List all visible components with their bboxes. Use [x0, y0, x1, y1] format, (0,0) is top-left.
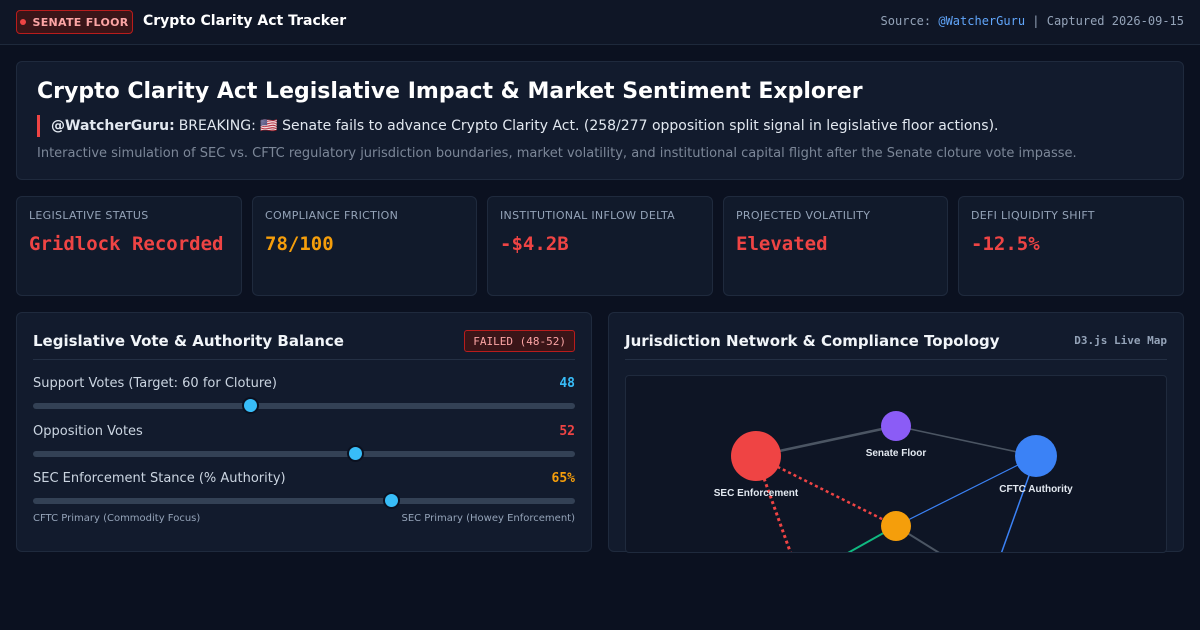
network-panel: Jurisdiction Network & Compliance Topolo…	[608, 312, 1184, 553]
scale-left-label: CFTC Primary (Commodity Focus)	[33, 513, 201, 524]
node-senate-floor[interactable]	[881, 411, 911, 441]
divider	[625, 359, 1167, 360]
tweet-quote: @WatcherGuru: BREAKING: 🇺🇸 Senate fails …	[37, 115, 999, 137]
slider-label: SEC Enforcement Stance (% Authority)	[33, 471, 286, 486]
vote-status-badge: FAILED (48-52)	[464, 330, 575, 352]
kpi-value: Elevated	[736, 233, 828, 255]
edge-sec-hub	[755, 454, 897, 528]
kpi-label: LEGISLATIVE STATUS	[29, 209, 149, 222]
node-hub[interactable]	[881, 511, 911, 541]
node-cftc-authority[interactable]	[1015, 435, 1057, 477]
kpi-value: -$4.2B	[500, 233, 569, 255]
live-dot-icon	[20, 19, 27, 25]
sec-stance-slider-row: SEC Enforcement Stance (% Authority) 65%	[33, 471, 575, 511]
edge-sec-down	[754, 455, 792, 552]
divider	[33, 359, 575, 360]
node-label: CFTC Authority	[999, 484, 1073, 495]
network-graph[interactable]: SEC Enforcement Senate Floor CFTC Author…	[626, 376, 1167, 553]
scale-right-label: SEC Primary (Howey Enforcement)	[401, 513, 575, 524]
kpi-value: 78/100	[265, 233, 334, 255]
senate-floor-badge: SENATE FLOOR	[16, 10, 133, 34]
kpi-value: -12.5%	[971, 233, 1040, 255]
senate-floor-label: SENATE FLOOR	[32, 15, 129, 29]
node-sec-enforcement[interactable]	[731, 431, 781, 481]
kpi-defi-liquidity: DEFI LIQUIDITY SHIFT -12.5%	[958, 196, 1184, 296]
kpi-label: PROJECTED VOLATILITY	[736, 209, 871, 222]
node-label: Senate Floor	[866, 448, 927, 459]
source-prefix: Source:	[880, 14, 939, 28]
network-panel-title: Jurisdiction Network & Compliance Topolo…	[625, 332, 1000, 350]
vote-panel: Legislative Vote & Authority Balance FAI…	[16, 312, 592, 552]
edge-senate-cftc	[895, 425, 1037, 457]
slider-thumb[interactable]	[347, 445, 365, 462]
kpi-projected-volatility: PROJECTED VOLATILITY Elevated	[723, 196, 948, 296]
kpi-institutional-inflow: INSTITUTIONAL INFLOW DELTA -$4.2B	[487, 196, 713, 296]
support-votes-slider-row: Support Votes (Target: 60 for Cloture) 4…	[33, 376, 575, 416]
opposition-votes-slider[interactable]	[33, 445, 575, 462]
kpi-value: Gridlock Recorded	[29, 233, 224, 255]
captured-date: | Captured 2026-09-15	[1025, 14, 1184, 28]
edge-hub-cftc	[895, 455, 1037, 527]
sec-stance-slider[interactable]	[33, 492, 575, 509]
kpi-legislative-status: LEGISLATIVE STATUS Gridlock Recorded	[16, 196, 242, 296]
slider-value: 65%	[551, 471, 575, 486]
tweet-handle: @WatcherGuru:	[51, 118, 175, 134]
d3-live-map-tag: D3.js Live Map	[1074, 334, 1167, 347]
kpi-label: INSTITUTIONAL INFLOW DELTA	[500, 209, 675, 222]
slider-value: 48	[559, 376, 575, 391]
hero-card: Crypto Clarity Act Legislative Impact & …	[16, 61, 1184, 180]
slider-thumb[interactable]	[382, 492, 400, 509]
vote-panel-title: Legislative Vote & Authority Balance	[33, 332, 344, 350]
slider-label: Opposition Votes	[33, 424, 143, 439]
app-title: Crypto Clarity Act Tracker	[143, 13, 347, 29]
kpi-label: COMPLIANCE FRICTION	[265, 209, 399, 222]
page-title: Crypto Clarity Act Legislative Impact & …	[37, 79, 863, 104]
support-votes-slider[interactable]	[33, 397, 575, 414]
opposition-votes-slider-row: Opposition Votes 52	[33, 424, 575, 464]
top-bar: SENATE FLOOR Crypto Clarity Act Tracker …	[0, 0, 1200, 45]
hero-description: Interactive simulation of SEC vs. CFTC r…	[37, 146, 1077, 161]
slider-thumb[interactable]	[241, 397, 259, 414]
node-label: SEC Enforcement	[714, 488, 799, 499]
slider-label: Support Votes (Target: 60 for Cloture)	[33, 376, 277, 391]
slider-value: 52	[559, 424, 575, 439]
kpi-label: DEFI LIQUIDITY SHIFT	[971, 209, 1095, 222]
tweet-text: BREAKING: 🇺🇸 Senate fails to advance Cry…	[178, 118, 999, 134]
network-map[interactable]: SEC Enforcement Senate Floor CFTC Author…	[625, 375, 1167, 553]
source-handle-link[interactable]: @WatcherGuru	[938, 14, 1026, 28]
kpi-compliance-friction: COMPLIANCE FRICTION 78/100	[252, 196, 477, 296]
source-line: Source: @WatcherGuru | Captured 2026-09-…	[881, 14, 1184, 28]
